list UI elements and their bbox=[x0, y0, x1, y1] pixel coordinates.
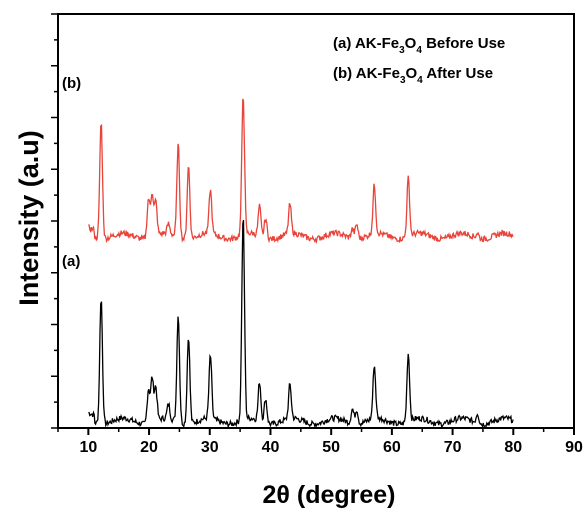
x-tick-label-50: 50 bbox=[322, 439, 340, 456]
x-tick-label-40: 40 bbox=[262, 439, 280, 456]
axes-layer: 10 20 30 40 50 60 70 80 90 bbox=[51, 13, 583, 456]
x-tick-label-80: 80 bbox=[504, 439, 522, 456]
plot-frame bbox=[57, 13, 575, 429]
series-tag-a: (a) bbox=[62, 253, 80, 270]
series-line-b bbox=[88, 98, 514, 245]
series-tag-b: (b) bbox=[62, 75, 81, 92]
series-layer bbox=[88, 98, 514, 430]
x-tick-label-10: 10 bbox=[79, 439, 97, 456]
y-axis-title: Intensity (a.u) bbox=[14, 130, 44, 306]
x-tick-label-90: 90 bbox=[565, 439, 583, 456]
legend-entry-a: (a) AK-Fe3O4 Before Use bbox=[333, 35, 505, 56]
series-line-a bbox=[88, 219, 514, 430]
x-tick-label-60: 60 bbox=[383, 439, 401, 456]
legend-entry-b: (b) AK-Fe3O4 After Use bbox=[333, 65, 493, 86]
x-axis-title: 2θ (degree) bbox=[263, 481, 396, 508]
legend: (a) AK-Fe3O4 Before Use (b) AK-Fe3O4 Afte… bbox=[333, 35, 505, 86]
x-tick-label-70: 70 bbox=[444, 439, 462, 456]
x-tick-label-30: 30 bbox=[201, 439, 219, 456]
x-tick-label-20: 20 bbox=[140, 439, 158, 456]
